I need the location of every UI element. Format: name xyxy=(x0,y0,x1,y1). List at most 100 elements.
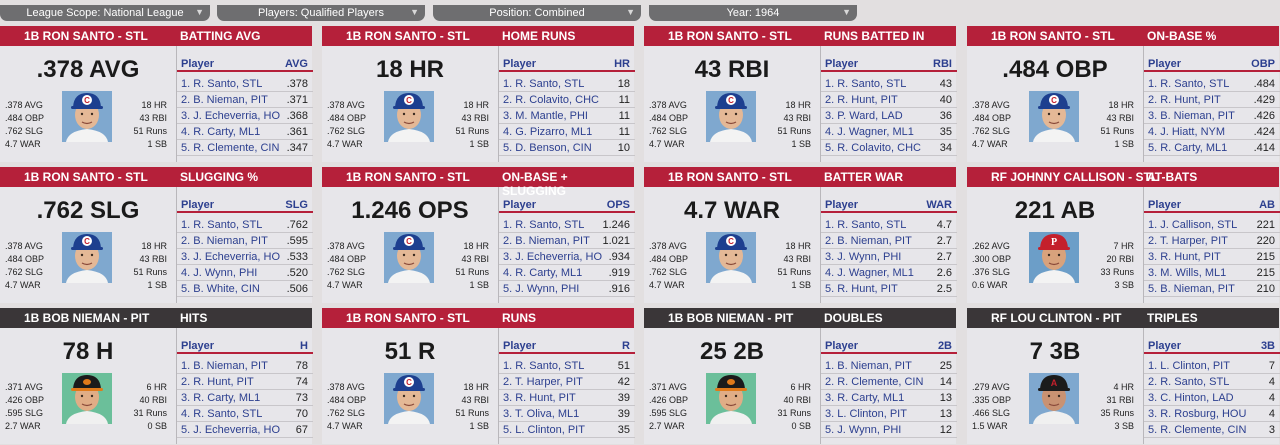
column-player[interactable]: Player xyxy=(181,58,215,70)
leader-name[interactable]: RF JOHNNY CALLISON - STL xyxy=(991,170,1159,184)
table-row[interactable]: 1. R. Santo, STL .484 xyxy=(1144,76,1280,92)
row-player[interactable]: 1. R. Santo, STL xyxy=(1148,78,1230,90)
leader-name[interactable]: 1B RON SANTO - STL xyxy=(24,29,148,43)
table-row[interactable]: 2. B. Nieman, PIT 2.7 xyxy=(821,233,957,249)
row-player[interactable]: 2. B. Nieman, PIT xyxy=(181,235,268,247)
table-row[interactable]: 3. R. Carty, ML1 13 xyxy=(821,390,957,406)
column-player[interactable]: Player xyxy=(503,199,537,211)
leader-name[interactable]: 1B RON SANTO - STL xyxy=(668,170,792,184)
column-stat[interactable]: RBI xyxy=(933,58,952,70)
table-row[interactable]: 2. T. Harper, PIT 220 xyxy=(1144,233,1280,249)
row-player[interactable]: 3. J. Echeverria, HO xyxy=(181,251,281,263)
column-stat[interactable]: OBP xyxy=(1251,58,1275,70)
leader-name[interactable]: 1B RON SANTO - STL xyxy=(346,311,470,325)
table-row[interactable]: 1. R. Santo, STL 51 xyxy=(499,358,635,374)
table-row[interactable]: 4. R. Carty, ML1 .919 xyxy=(499,265,635,281)
table-row[interactable]: 1. B. Nieman, PIT 78 xyxy=(177,358,313,374)
table-row[interactable]: 1. R. Santo, STL .378 xyxy=(177,76,313,92)
row-player[interactable]: 3. R. Hunt, PIT xyxy=(503,392,576,404)
row-player[interactable]: 4. J. Wagner, ML1 xyxy=(825,267,914,279)
row-player[interactable]: 3. R. Carty, ML1 xyxy=(181,392,261,404)
row-player[interactable]: 1. J. Callison, STL xyxy=(1148,219,1238,231)
column-stat[interactable]: H xyxy=(300,340,308,352)
row-player[interactable]: 5. J. Echeverria, HO xyxy=(181,424,281,436)
table-row[interactable]: 1. B. Nieman, PIT 25 xyxy=(821,358,957,374)
table-row[interactable]: 5. R. Clemente, CIN 3 xyxy=(1144,422,1280,438)
row-player[interactable]: 2. R. Hunt, PIT xyxy=(1148,94,1221,106)
column-stat[interactable]: AB xyxy=(1259,199,1275,211)
table-row[interactable]: 3. L. Clinton, PIT 13 xyxy=(821,406,957,422)
table-row[interactable]: 5. R. Carty, ML1 .414 xyxy=(1144,140,1280,156)
table-row[interactable]: 5. B. Nieman, PIT 210 xyxy=(1144,281,1280,297)
row-player[interactable]: 3. R. Hunt, PIT xyxy=(1148,251,1221,263)
table-row[interactable]: 3. M. Wills, ML1 215 xyxy=(1144,265,1280,281)
leader-name[interactable]: 1B BOB NIEMAN - PIT xyxy=(24,311,150,325)
table-row[interactable]: 4. J. Wynn, PHI .520 xyxy=(177,265,313,281)
row-player[interactable]: 1. R. Santo, STL xyxy=(825,219,907,231)
row-player[interactable]: 4. R. Santo, STL xyxy=(181,408,263,420)
table-row[interactable]: 3. T. Oliva, ML1 39 xyxy=(499,406,635,422)
table-row[interactable]: 3. R. Hunt, PIT 39 xyxy=(499,390,635,406)
row-player[interactable]: 2. R. Hunt, PIT xyxy=(825,94,898,106)
leader-name[interactable]: 1B RON SANTO - STL xyxy=(346,29,470,43)
row-player[interactable]: 5. R. Clemente, CIN xyxy=(181,142,280,154)
row-player[interactable]: 3. R. Rosburg, HOU xyxy=(1148,408,1247,420)
column-stat[interactable]: HR xyxy=(614,58,630,70)
row-player[interactable]: 1. R. Santo, STL xyxy=(181,219,263,231)
row-player[interactable]: 4. G. Pizarro, ML1 xyxy=(503,126,593,138)
row-player[interactable]: 4. R. Carty, ML1 xyxy=(503,267,583,279)
table-row[interactable]: 2. R. Clemente, CIN 14 xyxy=(821,374,957,390)
table-row[interactable]: 2. R. Hunt, PIT 74 xyxy=(177,374,313,390)
row-player[interactable]: 4. J. Hiatt, NYM xyxy=(1148,126,1226,138)
table-row[interactable]: 2. B. Nieman, PIT 1.021 xyxy=(499,233,635,249)
table-row[interactable]: 2. R. Hunt, PIT .429 xyxy=(1144,92,1280,108)
table-row[interactable]: 1. J. Callison, STL 221 xyxy=(1144,217,1280,233)
table-row[interactable]: 3. P. Ward, LAD 36 xyxy=(821,108,957,124)
filter-dropdown-2[interactable]: Players: Qualified Players ▼ xyxy=(217,5,425,21)
table-row[interactable]: 3. M. Mantle, PHI 11 xyxy=(499,108,635,124)
column-player[interactable]: Player xyxy=(181,199,215,211)
row-player[interactable]: 3. C. Hinton, LAD xyxy=(1148,392,1234,404)
table-row[interactable]: 5. B. White, CIN .506 xyxy=(177,281,313,297)
row-player[interactable]: 3. M. Wills, ML1 xyxy=(1148,267,1227,279)
table-row[interactable]: 3. C. Hinton, LAD 4 xyxy=(1144,390,1280,406)
table-row[interactable]: 3. R. Carty, ML1 73 xyxy=(177,390,313,406)
column-stat[interactable]: 3B xyxy=(1260,340,1275,352)
row-player[interactable]: 1. R. Santo, STL xyxy=(825,78,907,90)
row-player[interactable]: 3. J. Echeverria, HO xyxy=(503,251,603,263)
row-player[interactable]: 5. J. Wynn, PHI xyxy=(825,424,902,436)
row-player[interactable]: 5. R. Hunt, PIT xyxy=(825,283,898,295)
table-row[interactable]: 4. J. Hiatt, NYM .424 xyxy=(1144,124,1280,140)
table-row[interactable]: 4. R. Santo, STL 70 xyxy=(177,406,313,422)
table-row[interactable]: 2. R. Hunt, PIT 40 xyxy=(821,92,957,108)
row-player[interactable]: 3. M. Mantle, PHI xyxy=(503,110,588,122)
leader-name[interactable]: 1B BOB NIEMAN - PIT xyxy=(668,311,794,325)
table-row[interactable]: 5. J. Wynn, PHI .916 xyxy=(499,281,635,297)
table-row[interactable]: 5. R. Clemente, CIN .347 xyxy=(177,140,313,156)
row-player[interactable]: 3. J. Echeverria, HO xyxy=(181,110,281,122)
row-player[interactable]: 5. D. Benson, CIN xyxy=(503,142,592,154)
row-player[interactable]: 2. R. Clemente, CIN xyxy=(825,376,924,388)
table-row[interactable]: 1. R. Santo, STL 18 xyxy=(499,76,635,92)
table-row[interactable]: 3. J. Echeverria, HO .533 xyxy=(177,249,313,265)
column-player[interactable]: Player xyxy=(503,340,537,352)
row-player[interactable]: 5. J. Wynn, PHI xyxy=(503,283,580,295)
column-player[interactable]: Player xyxy=(1148,58,1182,70)
column-player[interactable]: Player xyxy=(503,58,537,70)
row-player[interactable]: 1. L. Clinton, PIT xyxy=(1148,360,1230,372)
filter-dropdown-4[interactable]: Year: 1964 ▼ xyxy=(649,5,857,21)
table-row[interactable]: 4. G. Pizarro, ML1 11 xyxy=(499,124,635,140)
table-row[interactable]: 3. B. Nieman, PIT .426 xyxy=(1144,108,1280,124)
row-player[interactable]: 5. R. Colavito, CHC xyxy=(825,142,921,154)
table-row[interactable]: 5. L. Clinton, PIT 35 xyxy=(499,422,635,438)
row-player[interactable]: 3. R. Carty, ML1 xyxy=(825,392,905,404)
leader-name[interactable]: 1B RON SANTO - STL xyxy=(668,29,792,43)
table-row[interactable]: 2. B. Nieman, PIT .595 xyxy=(177,233,313,249)
table-row[interactable]: 1. R. Santo, STL .762 xyxy=(177,217,313,233)
table-row[interactable]: 1. R. Santo, STL 4.7 xyxy=(821,217,957,233)
table-row[interactable]: 3. R. Hunt, PIT 215 xyxy=(1144,249,1280,265)
table-row[interactable]: 5. J. Echeverria, HO 67 xyxy=(177,422,313,438)
column-player[interactable]: Player xyxy=(825,58,859,70)
leader-name[interactable]: 1B RON SANTO - STL xyxy=(346,170,470,184)
row-player[interactable]: 3. L. Clinton, PIT xyxy=(825,408,907,420)
